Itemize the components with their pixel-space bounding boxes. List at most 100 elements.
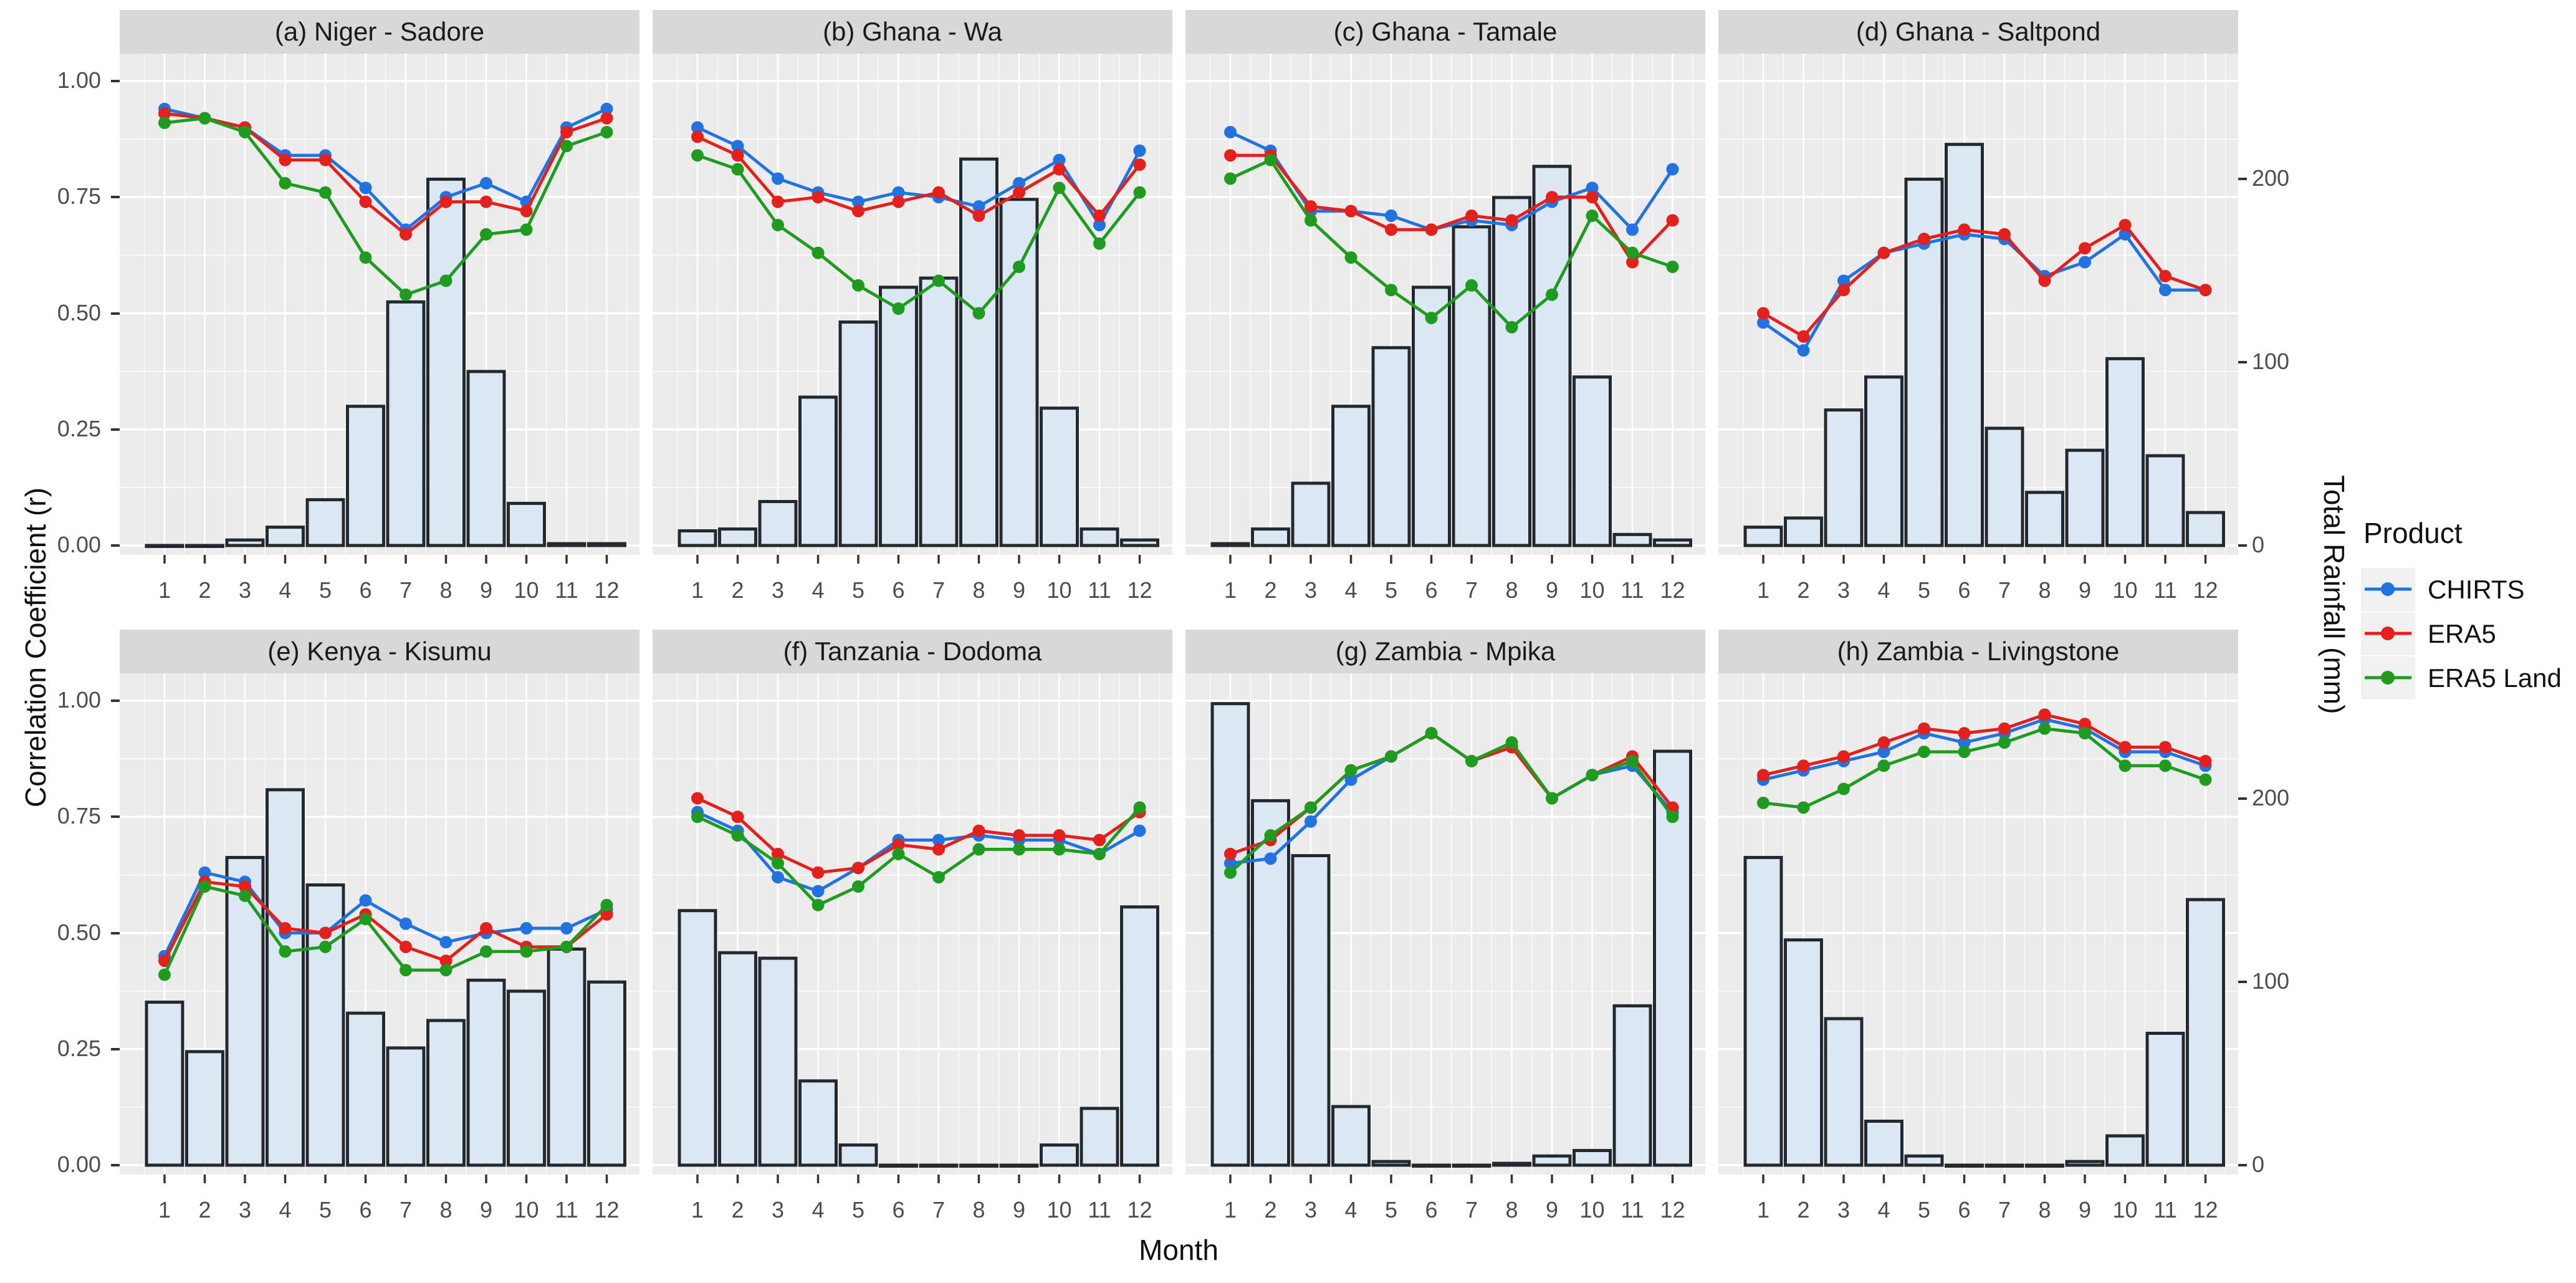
chirts-point-b-m10 [1053, 153, 1066, 166]
rainfall-bar-e-m7 [386, 1046, 426, 1167]
rainfall-bar-c-m10 [1573, 375, 1612, 547]
rainfall-bar-g-m9 [1532, 1154, 1572, 1167]
rainfall-bar-d-m4 [1864, 375, 1903, 547]
x-tick-e-5: 5 [318, 1197, 332, 1223]
era5_land-point-g-m7 [1465, 754, 1478, 767]
chirts-point-d-m11 [2159, 284, 2171, 297]
legend-title: Product [2363, 517, 2463, 549]
left-tick-mark-row0-0 [111, 544, 120, 547]
era5-point-a-m1 [158, 107, 171, 120]
era5_land-point-f-m8 [972, 843, 985, 856]
chirts-line-f [696, 810, 1141, 893]
rainfall-bar-e-m11 [547, 947, 587, 1167]
era5_land-point-f-m11 [1093, 847, 1106, 860]
chirts-point-d-m3 [1837, 274, 1850, 287]
era5_land-point-a-m5 [319, 186, 332, 199]
x-tick-b-7: 7 [932, 577, 946, 603]
chirts-point-g-m1 [1224, 857, 1237, 870]
x-tick-h-4: 4 [1877, 1197, 1890, 1223]
era5-point-b-m4 [812, 191, 825, 204]
era5-line-c [1230, 153, 1674, 265]
era5-point-a-m6 [359, 195, 372, 208]
chirts-point-h-m4 [1877, 745, 1890, 758]
legend-entry-era5: ERA5 [2361, 612, 2576, 656]
era5_land-point-a-m1 [158, 117, 171, 130]
x-tick-a-12: 12 [594, 577, 620, 603]
left-tick-row1-0.25: 0.25 [57, 1035, 101, 1061]
rainfall-bar-g-m7 [1452, 1163, 1491, 1168]
era5-point-f-m6 [892, 838, 905, 851]
chirts-point-g-m3 [1305, 815, 1317, 828]
x-tick-c-12: 12 [1660, 577, 1685, 603]
facet-strip-f: (f) Tanzania - Dodoma [653, 630, 1172, 673]
era5_land-point-b-m11 [1093, 237, 1106, 250]
right-tick-row0-100: 100 [2252, 348, 2290, 375]
x-tick-f-8: 8 [972, 1197, 985, 1223]
x-tick-c-7: 7 [1465, 577, 1478, 603]
right-tick-mark-row1-0 [2238, 1164, 2247, 1166]
era5-point-c-m4 [1344, 204, 1357, 218]
chirts-line-b [696, 126, 1141, 228]
x-tick-h-10: 10 [2112, 1197, 2138, 1223]
x-tick-b-9: 9 [1012, 577, 1026, 603]
era5_land-point-f-m7 [932, 871, 945, 884]
facet-strip-h: (h) Zambia - Livingstone [1718, 630, 2238, 673]
x-tick-f-12: 12 [1127, 1197, 1152, 1223]
rainfall-bar-d-m9 [2065, 448, 2105, 547]
era5_land-point-c-m6 [1425, 311, 1438, 324]
plot-area-a [120, 54, 639, 564]
chirts-point-f-m4 [812, 885, 825, 898]
facet-strip-d: (d) Ghana - Saltpond [1718, 10, 2238, 54]
chirts-line-d [1762, 232, 2206, 353]
left-tick-mark-row1-0 [111, 1164, 120, 1166]
x-tick-e-1: 1 [158, 1197, 171, 1223]
era5_land-point-b-m7 [932, 274, 945, 287]
chirts-point-b-m12 [1133, 144, 1146, 157]
x-tick-e-8: 8 [439, 1197, 452, 1223]
x-tick-a-1: 1 [158, 577, 171, 603]
era5-point-d-m4 [1877, 246, 1890, 259]
chirts-point-b-m11 [1093, 218, 1106, 231]
x-tick-d-8: 8 [2038, 577, 2051, 603]
x-tick-a-2: 2 [198, 577, 211, 603]
era5-point-a-m11 [560, 125, 573, 138]
rainfall-bar-f-m8 [959, 1163, 998, 1168]
rainfall-bar-a-m9 [466, 370, 506, 547]
rainfall-bar-g-m5 [1371, 1160, 1411, 1167]
era5_land-point-f-m10 [1053, 843, 1066, 856]
era5_land-point-c-m2 [1264, 153, 1277, 166]
era5-point-f-m10 [1053, 829, 1066, 842]
x-tick-d-2: 2 [1797, 577, 1810, 603]
legend-label-era5-land: ERA5 Land [2428, 663, 2562, 693]
chirts-point-f-m12 [1133, 824, 1146, 837]
x-tick-h-5: 5 [1917, 1197, 1931, 1223]
x-tick-g-6: 6 [1425, 1197, 1438, 1223]
rainfall-bar-d-m7 [1985, 426, 2024, 547]
left-tick-mark-row0-3 [111, 196, 120, 199]
era5-point-b-m6 [892, 195, 905, 208]
era5_land-point-a-m8 [439, 274, 452, 287]
era5-point-b-m2 [731, 149, 744, 162]
era5_land-point-f-m1 [691, 810, 704, 824]
era5-point-d-m3 [1837, 284, 1850, 297]
x-tick-d-3: 3 [1837, 577, 1851, 603]
x-tick-a-9: 9 [479, 577, 493, 603]
x-tick-d-9: 9 [2078, 577, 2092, 603]
rainfall-bar-g-m12 [1653, 749, 1692, 1167]
chirts-point-d-m9 [2079, 256, 2091, 269]
left-tick-row0-0.25: 0.25 [57, 415, 101, 441]
era5-point-c-m7 [1465, 209, 1478, 223]
left-tick-mark-row0-1 [111, 428, 120, 431]
rainfall-bar-b-m7 [919, 276, 959, 547]
era5-point-g-m1 [1224, 847, 1237, 860]
chirts-point-f-m3 [772, 871, 784, 884]
x-tick-a-4: 4 [279, 577, 292, 603]
x-tick-g-7: 7 [1465, 1197, 1478, 1223]
rainfall-bar-e-m8 [426, 1019, 466, 1167]
rainfall-bar-b-m8 [959, 157, 998, 547]
rainfall-bar-b-m10 [1040, 406, 1079, 547]
era5_land-point-e-m5 [319, 940, 332, 953]
rainfall-bar-e-m12 [587, 980, 626, 1167]
era5_land-point-h-m5 [1918, 745, 1930, 758]
rainfall-bar-b-m4 [798, 395, 838, 547]
